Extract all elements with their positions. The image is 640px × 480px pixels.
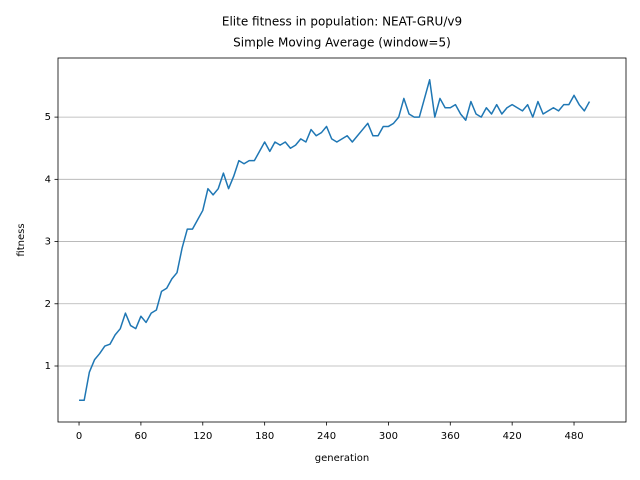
y-tick-label: 3 — [45, 237, 51, 248]
x-tick-label: 180 — [255, 431, 274, 442]
x-tick-label: 120 — [193, 431, 212, 442]
y-tick-label: 4 — [45, 174, 51, 185]
x-tick-label: 0 — [76, 431, 82, 442]
plot-frame — [57, 57, 627, 423]
y-tick-label: 1 — [45, 361, 51, 372]
x-tick-label: 240 — [317, 431, 336, 442]
x-axis-label: generation — [315, 453, 369, 464]
x-tick-label: 300 — [379, 431, 398, 442]
data-line — [79, 79, 591, 401]
x-tick-label: 420 — [503, 431, 522, 442]
chart-subtitle: Simple Moving Average (window=5) — [233, 36, 451, 50]
y-axis-label: fitness — [16, 223, 27, 256]
y-tick-label: 2 — [45, 299, 51, 310]
x-tick-label: 480 — [564, 431, 583, 442]
x-tick-label: 360 — [441, 431, 460, 442]
chart-title: Elite fitness in population: NEAT-GRU/v9 — [222, 15, 462, 29]
y-tick-label: 5 — [45, 112, 51, 123]
x-tick-label: 60 — [135, 431, 148, 442]
